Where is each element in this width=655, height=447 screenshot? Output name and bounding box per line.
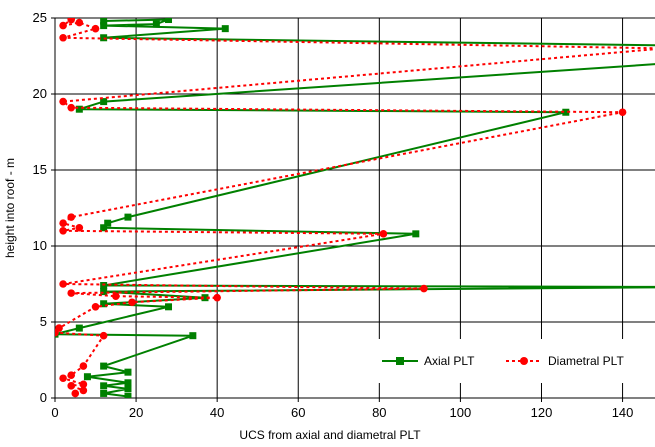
data-point <box>55 324 63 332</box>
x-tick-label: 140 <box>612 405 634 420</box>
data-point <box>100 98 108 106</box>
y-tick-label: 15 <box>33 162 47 177</box>
data-point <box>152 20 160 28</box>
x-tick-label: 100 <box>450 405 472 420</box>
data-point <box>618 108 627 117</box>
series-layer <box>55 18 655 398</box>
data-point <box>100 300 108 308</box>
data-point <box>100 382 108 390</box>
data-point <box>59 97 67 106</box>
data-point <box>100 282 108 290</box>
data-point <box>100 34 108 42</box>
data-point <box>124 379 132 387</box>
y-axis-label: height into roof - m <box>3 158 17 258</box>
y-tick-label: 10 <box>33 238 47 253</box>
data-point <box>67 213 76 221</box>
x-tick-label: 40 <box>210 405 224 420</box>
series-line-axial-plt <box>55 18 655 398</box>
data-point <box>112 292 120 300</box>
legend-axial-label: Axial PLT <box>424 354 475 368</box>
data-point <box>75 18 84 27</box>
data-point <box>201 294 209 302</box>
data-point <box>91 303 100 311</box>
x-tick-label: 80 <box>372 405 386 420</box>
legend-diametral-marker <box>520 357 528 365</box>
x-tick-label: 0 <box>51 405 58 420</box>
data-point <box>59 280 67 288</box>
data-point <box>100 389 108 397</box>
series-diametral-plt <box>55 18 655 398</box>
data-point <box>79 386 88 395</box>
data-point <box>100 362 108 370</box>
data-point <box>67 382 76 390</box>
data-point <box>59 21 67 30</box>
data-point <box>100 224 108 232</box>
data-point <box>91 24 100 33</box>
data-point <box>100 22 108 30</box>
data-point <box>165 303 173 311</box>
data-point <box>412 230 420 238</box>
data-point <box>79 380 88 389</box>
x-axis: 0 20 40 60 80 100 120 140 <box>51 398 633 420</box>
data-point <box>75 223 84 232</box>
data-point <box>213 293 221 302</box>
legend-axial-marker <box>396 357 404 365</box>
data-point <box>124 385 132 393</box>
grid <box>54 17 655 399</box>
data-point <box>100 288 108 296</box>
x-axis-label: UCS from axial and diametral PLT <box>239 428 421 442</box>
y-axis: 0 5 10 15 20 25 <box>33 10 55 405</box>
x-tick-label: 20 <box>129 405 143 420</box>
x-tick-label: 120 <box>531 405 553 420</box>
y-tick-label: 5 <box>40 314 47 329</box>
data-point <box>59 33 67 42</box>
data-point <box>75 324 83 332</box>
y-tick-label: 0 <box>40 390 47 405</box>
data-point <box>100 18 108 25</box>
data-point <box>67 371 76 380</box>
data-point <box>124 392 132 398</box>
y-tick-label: 20 <box>33 86 47 101</box>
data-point <box>128 298 136 307</box>
data-point <box>104 219 112 227</box>
legend-diametral-label: Diametral PLT <box>548 354 624 368</box>
data-point <box>221 25 229 33</box>
data-point <box>562 108 570 116</box>
data-point <box>59 374 67 383</box>
data-point <box>59 219 67 227</box>
data-point <box>165 18 173 24</box>
y-tick-label: 25 <box>33 10 47 25</box>
data-point <box>67 103 76 112</box>
legend: Axial PLT Diametral PLT <box>374 339 651 383</box>
data-point <box>379 230 388 238</box>
data-point <box>71 389 80 398</box>
data-point <box>79 362 88 370</box>
data-point <box>83 373 91 381</box>
data-point <box>124 213 132 221</box>
data-point <box>67 18 76 24</box>
data-point <box>67 289 76 297</box>
x-tick-label: 60 <box>291 405 305 420</box>
series-axial-plt <box>55 18 655 398</box>
data-point <box>124 368 132 376</box>
data-point <box>189 332 197 340</box>
data-point <box>75 105 83 113</box>
data-point <box>99 331 108 340</box>
data-point <box>420 284 428 293</box>
data-point <box>59 227 67 235</box>
